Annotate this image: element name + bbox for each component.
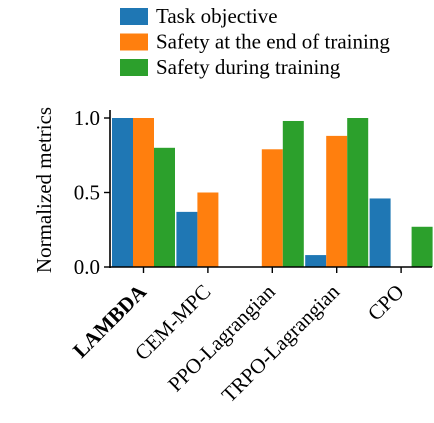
bar-ppo-lagrangian-safety-during-training: [282, 120, 304, 267]
bar-trpo-lagrangian-safety-during-training: [347, 118, 369, 267]
y-tick-label-2: 1.0: [74, 106, 100, 130]
bar-cpo-safety-during-training: [411, 226, 433, 267]
bar-cpo-task-objective: [369, 198, 391, 267]
legend-swatch-safety-at-the-end-of-training: [120, 33, 148, 51]
legend-label-safety-during-training: Safety during training: [156, 55, 341, 79]
bar-trpo-lagrangian-task-objective: [305, 255, 327, 267]
x-tick-label-cpo: CPO: [363, 280, 409, 326]
y-tick-label-0: 0.0: [74, 255, 100, 279]
bars: [112, 118, 433, 267]
bar-ppo-lagrangian-safety-at-the-end-of-training: [261, 149, 283, 267]
legend-swatch-task-objective: [120, 8, 148, 25]
bar-lambda-task-objective: [112, 118, 133, 267]
y-tick-label-1: 0.5: [74, 181, 100, 205]
bar-cem-mpc-safety-at-the-end-of-training: [197, 192, 219, 267]
y-axis-label: Normalized metrics: [32, 107, 56, 273]
bar-lambda-safety-during-training: [154, 147, 175, 267]
legend-label-task-objective: Task objective: [156, 4, 278, 28]
bar-cem-mpc-task-objective: [176, 211, 198, 267]
bar-trpo-lagrangian-safety-at-the-end-of-training: [326, 135, 348, 267]
legend-label-safety-at-the-end-of-training: Safety at the end of training: [156, 30, 390, 54]
bar-lambda-safety-at-the-end-of-training: [133, 118, 154, 267]
legend-swatch-safety-during-training: [120, 59, 148, 76]
x-tick-label-trpo-lagrangian: TRPO-Lagrangian: [217, 279, 345, 407]
